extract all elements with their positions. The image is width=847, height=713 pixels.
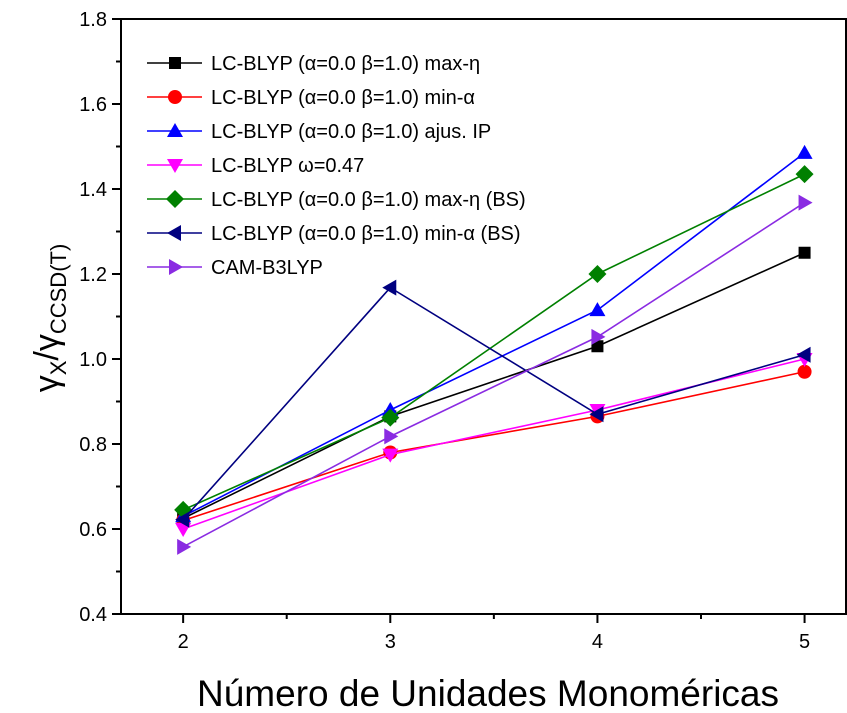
legend-entry-3: LC-BLYP (α=0.0 β=1.0) ajus. IP	[147, 121, 491, 143]
legend-marker	[169, 259, 183, 275]
legend-label: LC-BLYP (α=0.0 β=1.0) max-η	[211, 53, 480, 75]
legend-entry-6: LC-BLYP (α=0.0 β=1.0) min-α (BS)	[147, 223, 521, 245]
data-point	[384, 428, 398, 444]
legend-marker	[169, 57, 181, 69]
x-tick-label: 3	[385, 631, 396, 653]
legend-marker	[167, 225, 181, 241]
data-point	[589, 302, 605, 316]
y-tick-label: 1.2	[79, 264, 107, 286]
legend-entry-7: CAM-B3LYP	[147, 257, 323, 279]
legend-marker	[167, 123, 183, 137]
svg-text:γX/γCCSD(T): γX/γCCSD(T)	[28, 244, 71, 393]
series-6	[175, 280, 810, 528]
data-point	[796, 165, 814, 183]
data-point	[797, 145, 813, 159]
legend-label: LC-BLYP (α=0.0 β=1.0) min-α (BS)	[211, 223, 521, 245]
series-line	[183, 372, 804, 521]
data-point	[177, 539, 191, 555]
y-axis-title-gamma: γ	[28, 375, 66, 392]
y-tick-label: 0.8	[79, 434, 107, 456]
legend-entry-1: LC-BLYP (α=0.0 β=1.0) max-η	[147, 53, 480, 75]
legend-entry-2: LC-BLYP (α=0.0 β=1.0) min-α	[147, 87, 475, 109]
y-axis-title-sub-ccsd: CCSD(T)	[46, 244, 71, 334]
y-tick-label: 1.6	[79, 94, 107, 116]
x-axis-title: Número de Unidades Monoméricas	[197, 673, 779, 713]
y-tick-label: 0.6	[79, 519, 107, 541]
series-line	[183, 253, 804, 519]
legend-label: LC-BLYP ω=0.47	[211, 155, 364, 177]
series-2	[176, 365, 811, 528]
legend-marker	[167, 159, 183, 173]
legend-marker	[166, 190, 184, 208]
y-axis-title-sep: /γ	[28, 334, 66, 360]
series-1	[177, 247, 810, 525]
legend-label: LC-BLYP (α=0.0 β=1.0) min-α	[211, 87, 475, 109]
y-tick-label: 1.0	[79, 349, 107, 371]
legend-label: CAM-B3LYP	[211, 257, 323, 279]
series-line	[183, 359, 804, 529]
y-tick-label: 1.4	[79, 179, 107, 201]
y-axis-title: γX/γCCSD(T)	[28, 244, 71, 393]
series-line	[183, 288, 804, 520]
y-tick-label: 0.4	[79, 604, 107, 626]
series-7	[177, 195, 812, 555]
x-tick-label: 5	[799, 631, 810, 653]
legend: LC-BLYP (α=0.0 β=1.0) max-η LC-BLYP (α=0.…	[147, 53, 526, 279]
legend-label: LC-BLYP (α=0.0 β=1.0) max-η (BS)	[211, 189, 526, 211]
legend-entry-5: LC-BLYP (α=0.0 β=1.0) max-η (BS)	[147, 189, 526, 211]
y-axis-title-sub-x: X	[46, 360, 71, 375]
y-tick-label: 1.8	[79, 9, 107, 31]
legend-label: LC-BLYP (α=0.0 β=1.0) ajus. IP	[211, 121, 491, 143]
legend-marker	[168, 90, 182, 104]
data-point	[381, 409, 399, 427]
x-tick-label: 2	[178, 631, 189, 653]
x-tick-label: 4	[592, 631, 603, 653]
data-point	[588, 265, 606, 283]
legend-entry-4: LC-BLYP ω=0.47	[147, 155, 364, 177]
data-point	[799, 195, 813, 211]
data-point	[799, 247, 811, 259]
